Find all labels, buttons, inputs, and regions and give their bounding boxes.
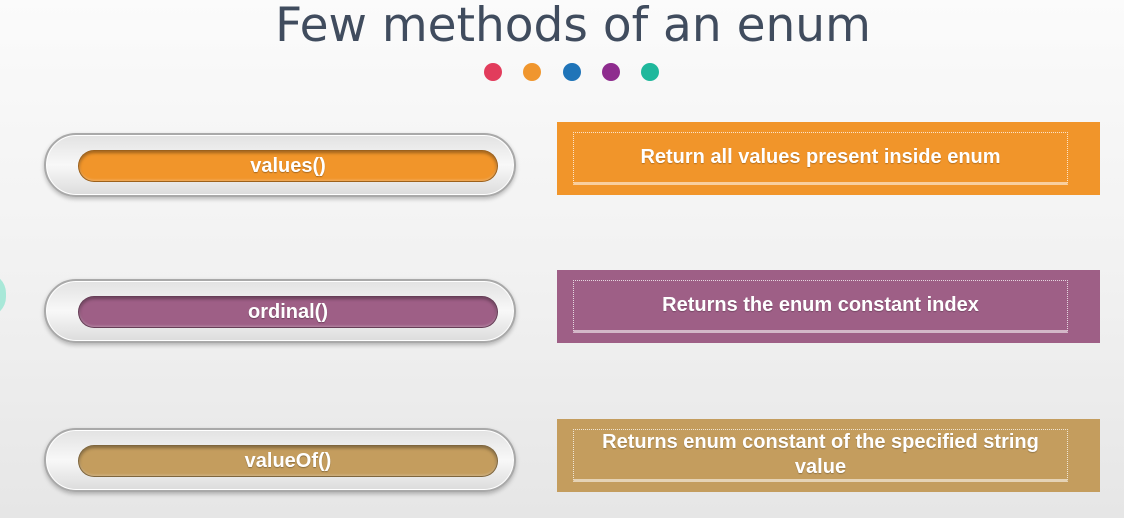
method-pill-frame: valueOf() xyxy=(44,428,516,492)
description-box-valueof: Returns enum constant of the specified s… xyxy=(557,419,1100,492)
purple-dot-icon xyxy=(602,63,620,81)
method-pill-valueof: valueOf() xyxy=(78,445,498,477)
description-box-values: Return all values present inside enum xyxy=(557,122,1100,195)
blue-dot-icon xyxy=(563,63,581,81)
teal-dot-icon xyxy=(641,63,659,81)
method-pill-frame: values() xyxy=(44,133,516,197)
method-pill-values: values() xyxy=(78,150,498,182)
description-box-ordinal: Returns the enum constant index xyxy=(557,270,1100,343)
edge-decoration-circle xyxy=(0,273,6,317)
method-pill-ordinal: ordinal() xyxy=(78,296,498,328)
method-pill-frame: ordinal() xyxy=(44,279,516,343)
slide-title: Few methods of an enum xyxy=(275,0,871,53)
red-dot-icon xyxy=(484,63,502,81)
orange-dot-icon xyxy=(523,63,541,81)
description-text-values: Return all values present inside enum xyxy=(573,132,1068,185)
description-text-ordinal: Returns the enum constant index xyxy=(573,280,1068,333)
description-text-valueof: Returns enum constant of the specified s… xyxy=(573,429,1068,482)
